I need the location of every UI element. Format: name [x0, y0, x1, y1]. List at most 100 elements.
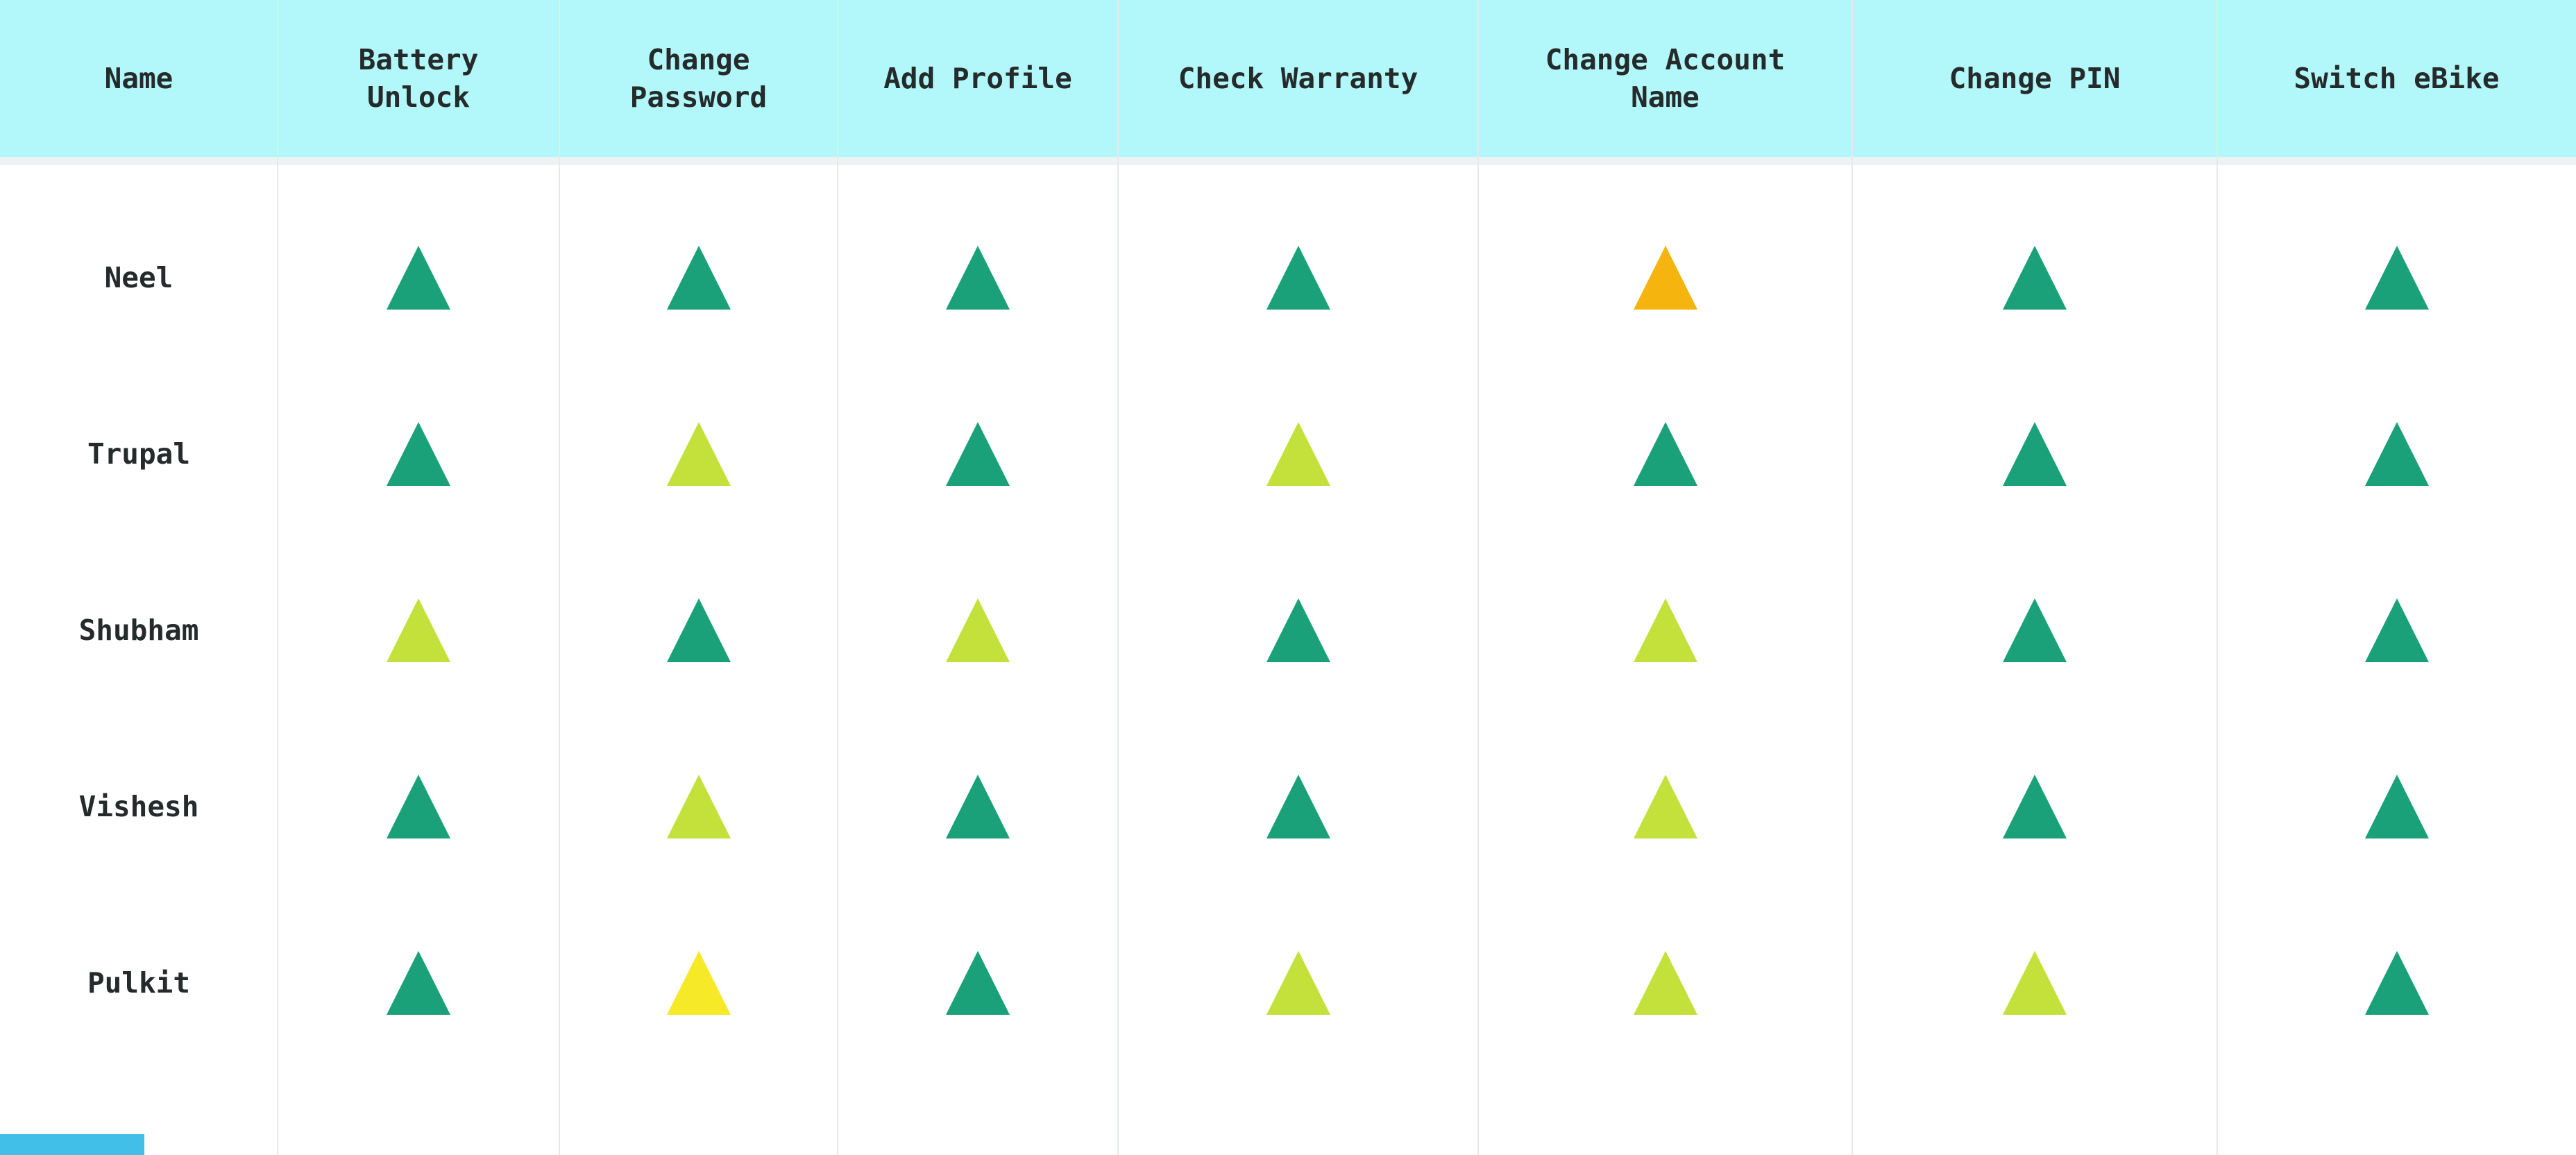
status-triangle-icon [2003, 422, 2067, 486]
cell-check-warranty [1118, 718, 1478, 895]
status-triangle-icon [2364, 951, 2429, 1015]
cell-switch-ebike [2217, 895, 2576, 1071]
cell-switch-ebike [2217, 718, 2576, 895]
status-triangle-icon [1266, 422, 1330, 486]
cell-battery-unlock [278, 542, 559, 718]
status-triangle-icon [2364, 775, 2429, 838]
cell-change-password [559, 718, 838, 895]
status-triangle-icon [2364, 598, 2429, 662]
status-triangle-icon [1633, 246, 1697, 310]
cell-switch-ebike [2217, 189, 2576, 366]
status-triangle-icon [666, 775, 731, 838]
column-separator [559, 0, 560, 1155]
status-triangle-icon [946, 598, 1010, 662]
column-separator [1117, 0, 1119, 1155]
cell-check-warranty [1118, 542, 1478, 718]
status-triangle-icon [387, 422, 450, 486]
table-row-neel: Neel [0, 189, 2576, 366]
cell-battery-unlock [278, 366, 559, 542]
status-triangle-icon [666, 246, 731, 310]
table-row-vishesh: Vishesh [0, 718, 2576, 895]
column-separator [277, 0, 278, 1155]
status-triangle-icon [2003, 775, 2067, 838]
cell-switch-ebike [2217, 542, 2576, 718]
cell-add-profile [838, 366, 1118, 542]
status-triangle-icon [2003, 246, 2067, 310]
cell-change-pin [1852, 542, 2217, 718]
cell-check-warranty [1118, 189, 1478, 366]
column-separator [1477, 0, 1479, 1155]
status-triangle-icon [666, 598, 731, 662]
column-header-change-password: Change Password [629, 43, 768, 114]
column-header-check-warranty: Check Warranty [1178, 62, 1418, 95]
cell-change-pin [1852, 895, 2217, 1071]
table-row-trupal: Trupal [0, 366, 2576, 542]
bottom-left-partial-bar [0, 1134, 144, 1155]
status-triangle-icon [946, 422, 1010, 486]
cell-add-profile [838, 189, 1118, 366]
status-triangle-icon [1633, 422, 1697, 486]
table-row-shubham: Shubham [0, 542, 2576, 718]
row-label: Trupal [87, 437, 191, 471]
table-row-pulkit: Pulkit [0, 895, 2576, 1071]
status-triangle-icon [2364, 246, 2429, 310]
status-triangle-icon [2003, 951, 2067, 1015]
status-triangle-icon [1266, 598, 1330, 662]
row-label: Pulkit [87, 966, 191, 1000]
column-separator [1852, 0, 1853, 1155]
column-header-change-pin: Change PIN [1949, 62, 2121, 95]
cell-change-password [559, 366, 838, 542]
column-header-add-profile: Add Profile [883, 62, 1072, 95]
row-label: Neel [104, 261, 173, 294]
cell-change-account-name [1478, 718, 1852, 895]
cell-change-account-name [1478, 189, 1852, 366]
column-separator [837, 0, 838, 1155]
status-triangle-icon [1633, 951, 1697, 1015]
status-triangle-icon [1633, 775, 1697, 838]
status-triangle-icon [2364, 422, 2429, 486]
cell-add-profile [838, 895, 1118, 1071]
row-label: Vishesh [78, 790, 199, 823]
cell-check-warranty [1118, 895, 1478, 1071]
cell-change-account-name [1478, 366, 1852, 542]
status-triangle-icon [2003, 598, 2067, 662]
status-triangle-icon [1266, 951, 1330, 1015]
column-separator [2217, 0, 2218, 1155]
cell-add-profile [838, 718, 1118, 895]
status-triangle-icon [387, 246, 450, 310]
status-triangle-icon [1633, 598, 1697, 662]
status-triangle-icon [1266, 246, 1330, 310]
cell-change-account-name [1478, 895, 1852, 1071]
column-header-battery-unlock: Battery Unlock [358, 43, 479, 114]
cell-switch-ebike [2217, 366, 2576, 542]
status-triangle-icon [946, 775, 1010, 838]
cell-battery-unlock [278, 189, 559, 366]
cell-add-profile [838, 542, 1118, 718]
header-row: Name Battery Unlock Change Password Add … [0, 0, 2576, 157]
status-triangle-icon [387, 598, 450, 662]
status-triangle-icon [946, 246, 1010, 310]
cell-change-password [559, 895, 838, 1071]
column-header-switch-ebike: Switch eBike [2294, 62, 2500, 95]
status-triangle-icon [387, 775, 450, 838]
cell-change-pin [1852, 718, 2217, 895]
column-header-change-account-name: Change Account Name [1545, 43, 1786, 114]
cell-change-pin [1852, 189, 2217, 366]
cell-change-account-name [1478, 542, 1852, 718]
table-body: Neel Trupal Shubham [0, 189, 2576, 1071]
cell-change-password [559, 542, 838, 718]
cell-battery-unlock [278, 895, 559, 1071]
status-triangle-icon [1266, 775, 1330, 838]
cell-battery-unlock [278, 718, 559, 895]
status-triangle-icon [666, 951, 731, 1015]
status-triangle-icon [946, 951, 1010, 1015]
cell-check-warranty [1118, 366, 1478, 542]
status-triangle-icon [666, 422, 731, 486]
cell-change-pin [1852, 366, 2217, 542]
status-triangle-icon [387, 951, 450, 1015]
column-header-name: Name [104, 62, 173, 95]
cell-change-password [559, 189, 838, 366]
row-label: Shubham [78, 614, 199, 647]
header-divider [0, 157, 2576, 165]
